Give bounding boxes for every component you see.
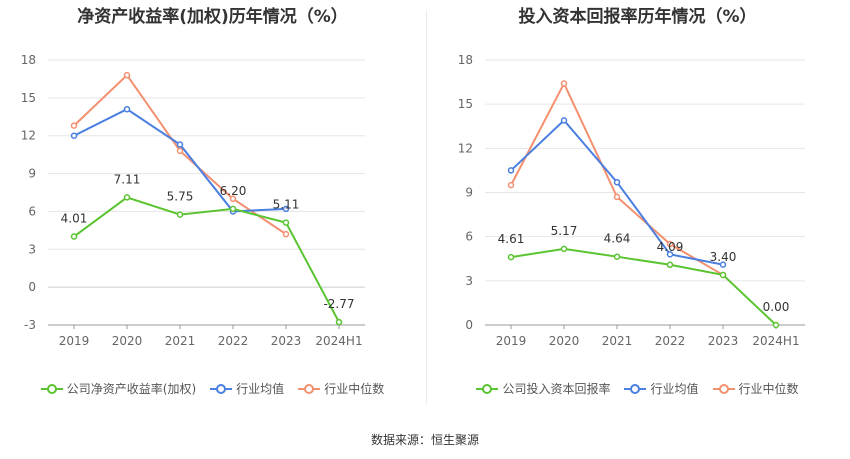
data-point-avg[interactable]	[123, 105, 131, 113]
legend-item-avg[interactable]: 行业均值	[210, 380, 284, 397]
data-point-avg[interactable]	[282, 205, 290, 213]
data-point-median[interactable]	[176, 147, 184, 155]
y-tick-label: 0	[465, 318, 473, 332]
data-point-median[interactable]	[666, 240, 674, 248]
y-tick-label: 6	[465, 230, 473, 244]
data-point-median[interactable]	[560, 80, 568, 87]
data-point-median[interactable]	[229, 195, 237, 203]
y-tick-label: 9	[465, 186, 473, 200]
data-point-company[interactable]	[666, 261, 674, 269]
data-point-avg[interactable]	[613, 178, 621, 186]
x-tick-label: 2024H1	[315, 334, 362, 348]
x-tick-label: 2023	[271, 334, 302, 348]
panel-divider	[426, 10, 427, 405]
legend-label: 行业中位数	[738, 382, 799, 396]
legend-marker-icon	[712, 383, 735, 394]
data-point-median[interactable]	[70, 122, 78, 129]
legend-marker-icon	[624, 383, 647, 394]
x-tick-label: 2020	[112, 334, 143, 348]
legend-label: 行业均值	[650, 382, 699, 396]
data-label: 3.40	[710, 250, 737, 264]
data-source-note: 数据来源：恒生聚源	[370, 433, 479, 447]
chart-title: 净资产收益率(加权)历年情况（%）	[77, 7, 348, 27]
data-point-median[interactable]	[282, 230, 290, 238]
data-point-median[interactable]	[507, 181, 515, 189]
legend-marker-icon	[298, 383, 321, 394]
y-tick-label: 3	[28, 242, 36, 256]
data-point-company[interactable]	[560, 245, 568, 253]
x-tick-label: 2021	[602, 334, 633, 348]
data-point-company[interactable]	[335, 318, 343, 326]
x-tick-label: 2023	[708, 334, 739, 348]
data-point-company[interactable]	[719, 271, 727, 279]
chart-legend: 公司净资产收益率(加权) 行业均值 行业中位数	[0, 380, 425, 397]
x-tick-label: 2024H1	[752, 334, 799, 348]
chart-title: 投入资本回报率历年情况（%）	[518, 7, 757, 27]
x-tick-label: 2019	[59, 334, 90, 348]
y-tick-label: 12	[21, 129, 36, 143]
series-line-company	[510, 247, 777, 326]
data-label: 7.11	[114, 172, 141, 186]
legend-item-company[interactable]: 公司投入资本回报率	[476, 380, 610, 397]
data-label: 4.61	[498, 232, 525, 246]
data-point-company[interactable]	[229, 205, 237, 213]
legend-item-median[interactable]: 行业中位数	[712, 380, 799, 397]
data-label: 0.00	[763, 300, 790, 314]
data-point-avg[interactable]	[719, 261, 727, 268]
x-tick-label: 2020	[549, 334, 580, 348]
legend-item-avg[interactable]: 行业均值	[624, 380, 699, 397]
data-point-company[interactable]	[70, 233, 78, 240]
data-label: -2.77	[323, 297, 354, 311]
data-label: 5.17	[551, 224, 578, 238]
data-point-company[interactable]	[772, 321, 780, 329]
legend-marker-icon	[40, 383, 63, 394]
legend-label: 公司净资产收益率(加权)	[66, 382, 197, 396]
data-point-company[interactable]	[123, 194, 131, 201]
data-point-company[interactable]	[613, 253, 621, 260]
chart-legend: 公司投入资本回报率 行业均值 行业中位数	[425, 380, 850, 397]
y-tick-label: 15	[21, 91, 36, 105]
data-point-avg[interactable]	[507, 167, 515, 174]
y-tick-label: 12	[458, 141, 473, 155]
legend-label: 行业均值	[236, 382, 285, 396]
x-tick-label: 2019	[496, 334, 527, 348]
y-tick-label: 3	[465, 274, 473, 288]
chart-panel-roe: 净资产收益率(加权)历年情况（%） -3 0 3 6 9 12 15 18 2019 2020 20…	[0, 0, 425, 420]
legend-marker-icon	[476, 383, 499, 394]
line-chart-roic: 0 3 6 9 12 15 18 2019 2020 2021 2022 2023 2024H1 4.61…	[458, 53, 805, 348]
y-tick-label: -3	[24, 318, 36, 332]
data-label: 5.11	[273, 198, 300, 212]
y-tick-label: 18	[21, 53, 36, 67]
data-point-avg[interactable]	[666, 251, 674, 258]
legend-item-company[interactable]: 公司净资产收益率(加权)	[40, 380, 197, 397]
data-point-median[interactable]	[123, 71, 131, 79]
y-tick-label: 0	[28, 280, 36, 294]
data-point-company[interactable]	[176, 211, 184, 218]
data-label: 4.01	[61, 212, 88, 226]
data-point-company[interactable]	[507, 253, 515, 261]
data-label: 4.64	[604, 232, 631, 246]
x-tick-label: 2022	[655, 334, 686, 348]
y-tick-label: 18	[458, 53, 473, 67]
data-point-avg[interactable]	[176, 141, 184, 148]
data-label: 4.09	[657, 240, 684, 254]
legend-marker-icon	[210, 383, 233, 394]
data-point-avg[interactable]	[70, 132, 78, 139]
x-tick-label: 2022	[218, 334, 249, 348]
data-label: 5.75	[167, 190, 194, 204]
y-tick-label: 9	[28, 167, 36, 181]
series-line-company	[73, 196, 340, 323]
data-point-median[interactable]	[613, 193, 621, 201]
data-label: 6.20	[220, 184, 247, 198]
data-point-avg[interactable]	[560, 117, 568, 124]
chart-panel-roic: 投入资本回报率历年情况（%） 0 3 6 9 12 15 18 2019 2020 2021 202…	[425, 0, 850, 420]
y-tick-label: 6	[28, 204, 36, 218]
legend-label: 行业中位数	[324, 382, 385, 396]
line-chart-roe: -3 0 3 6 9 12 15 18 2019 2020 2021 2022 2023 2024H1 4.…	[21, 53, 365, 348]
legend-item-median[interactable]: 行业中位数	[298, 380, 384, 397]
y-tick-label: 15	[458, 97, 473, 111]
x-tick-label: 2021	[165, 334, 196, 348]
data-point-company[interactable]	[282, 219, 290, 226]
legend-label: 公司投入资本回报率	[502, 382, 611, 396]
